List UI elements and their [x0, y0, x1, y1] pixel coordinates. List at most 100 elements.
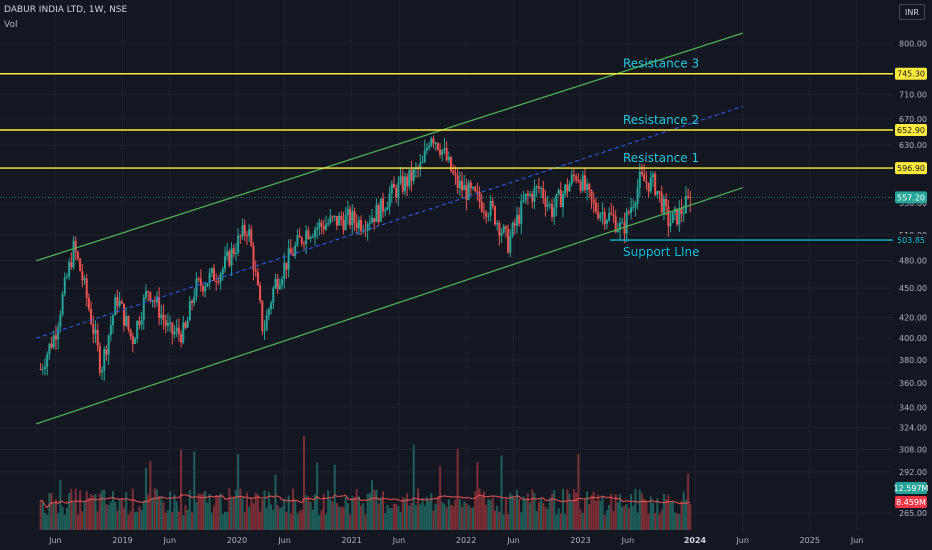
volume-bar	[281, 506, 284, 530]
price-tick-label: 450.00	[899, 284, 927, 293]
volume-bar	[140, 509, 143, 530]
candle-body	[142, 297, 145, 321]
volume-bar	[329, 499, 332, 530]
candle-body	[302, 243, 305, 245]
candle-body	[272, 288, 275, 303]
candle-body	[204, 286, 207, 292]
level-price-badge: 652.90	[895, 123, 927, 136]
volume-bar	[239, 488, 242, 530]
volume-bar	[184, 505, 187, 530]
volume-bar	[502, 514, 505, 530]
volume-bar	[298, 510, 301, 530]
volume-bar	[309, 501, 312, 530]
volume-bar	[160, 496, 163, 530]
volume-bar	[248, 506, 251, 530]
candle-body	[250, 229, 253, 247]
volume-bar	[193, 451, 196, 530]
candle-body	[213, 268, 216, 282]
volume-bar	[548, 497, 551, 530]
candle-body	[232, 248, 235, 255]
volume-bar	[430, 493, 433, 530]
volume-bar	[390, 508, 393, 530]
volume-bar	[579, 509, 582, 530]
volume-bar	[127, 514, 130, 530]
volume-bar	[551, 493, 554, 530]
currency-button[interactable]: INR	[899, 4, 925, 20]
volume-bar	[57, 513, 60, 530]
volume-bar	[412, 444, 415, 530]
volume-bar	[48, 493, 51, 530]
volume-bar	[276, 505, 279, 530]
candle-body	[597, 211, 600, 219]
candle-body	[502, 226, 505, 233]
volume-bar	[72, 501, 75, 530]
volume-bar	[232, 497, 235, 530]
candle-body	[54, 335, 57, 340]
candle-body	[515, 215, 518, 226]
volume-bar	[149, 461, 152, 530]
volume-bar	[520, 512, 523, 530]
volume-bar	[581, 513, 584, 530]
candle-body	[217, 281, 220, 283]
volume-bar	[54, 498, 57, 530]
candle-body	[338, 215, 341, 226]
candle-body	[419, 162, 422, 169]
candle-body	[133, 338, 136, 344]
candle-body	[599, 214, 602, 219]
volume-bar	[289, 513, 292, 530]
volume-bar	[265, 507, 268, 530]
candle-body	[561, 193, 564, 208]
candle-body	[237, 235, 240, 253]
candle-body	[241, 225, 244, 237]
candle-body	[48, 343, 51, 355]
volume-bar	[461, 506, 464, 530]
candle-body	[526, 193, 529, 196]
candle-body	[368, 222, 371, 224]
volume-bar	[171, 512, 174, 530]
volume-bar	[65, 507, 68, 530]
volume-bar	[272, 509, 275, 530]
candle-body	[478, 191, 481, 202]
volume-indicator-label[interactable]: Vol	[4, 20, 18, 30]
volume-bar	[219, 493, 222, 530]
volume-bar	[63, 514, 66, 530]
volume-bar	[423, 505, 426, 530]
candle-body	[245, 234, 248, 237]
candle-body	[612, 214, 615, 217]
candle-body	[149, 292, 152, 301]
candle-body	[226, 251, 229, 257]
candle-body	[351, 211, 354, 226]
candle-body	[379, 198, 382, 222]
volume-bar	[526, 493, 529, 530]
volume-bar	[79, 490, 82, 530]
candle-body	[375, 205, 378, 223]
candle-body	[65, 276, 68, 278]
candle-body	[603, 211, 606, 225]
volume-bar	[300, 509, 303, 530]
volume-bar	[487, 498, 490, 530]
candle-body	[307, 230, 310, 239]
price-tick-label: 380.00	[899, 356, 927, 365]
level-price-badge: 596.90	[895, 162, 927, 175]
candle-body	[193, 296, 196, 304]
candle-body	[357, 219, 360, 229]
candle-body	[621, 222, 624, 224]
candle-body	[112, 315, 115, 326]
candle-body	[377, 205, 380, 222]
volume-bar	[458, 499, 461, 530]
volume-bar	[70, 489, 73, 530]
volume-bar	[252, 503, 255, 530]
volume-bar	[296, 513, 299, 530]
candle-body	[94, 329, 97, 334]
volume-bar	[318, 514, 321, 530]
volume-bar	[616, 502, 619, 530]
candle-body	[388, 193, 391, 208]
last-price-badge-text: 557.20	[897, 193, 925, 202]
candle-body	[533, 187, 536, 202]
volume-bar	[307, 496, 310, 530]
candle-body	[355, 222, 358, 229]
volume-bars	[39, 436, 692, 530]
volume-bar	[116, 510, 119, 530]
volume-bar	[98, 493, 101, 530]
